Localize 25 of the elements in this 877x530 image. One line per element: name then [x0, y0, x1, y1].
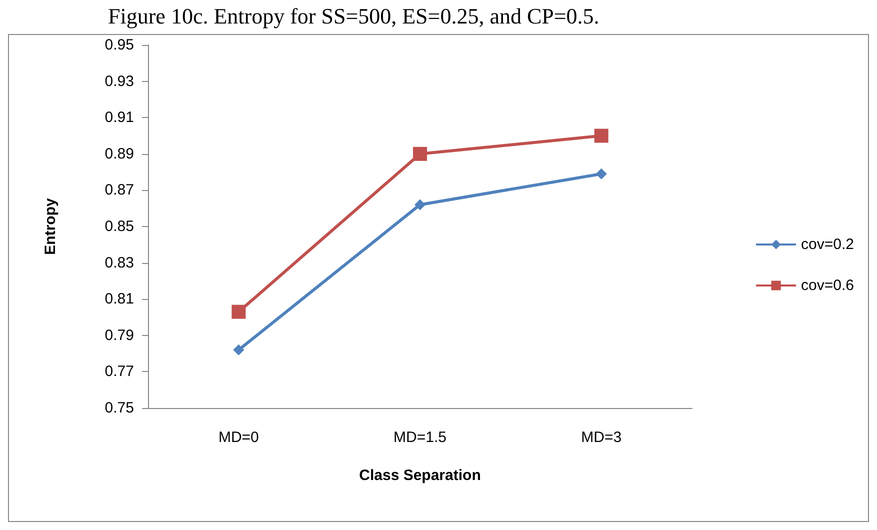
y-tick-label: 0.95: [104, 36, 134, 54]
y-tick-label: 0.85: [104, 218, 134, 235]
legend-label: cov=0.6: [801, 277, 854, 294]
y-tick-label: 0.77: [104, 363, 134, 380]
y-tick-label: 0.87: [104, 182, 134, 199]
y-tick-label: 0.93: [104, 72, 134, 90]
legend-label: cov=0.2: [801, 236, 854, 253]
x-tick-label: MD=3: [581, 429, 622, 446]
point: [233, 344, 244, 356]
x-tick-label: MD=0: [218, 429, 259, 446]
point: [596, 168, 607, 180]
y-tick-label: 0.75: [104, 400, 134, 416]
point: [414, 199, 426, 210]
point: [594, 128, 608, 143]
y-axis-title: Entropy: [42, 198, 59, 255]
x-axis-title: Class Separation: [359, 467, 481, 484]
y-tick-label: 0.81: [104, 290, 134, 308]
y-tick-label: 0.89: [104, 145, 134, 162]
point: [232, 304, 246, 319]
y-tick-label: 0.79: [104, 326, 134, 344]
x-tick-label: MD=1.5: [394, 429, 446, 446]
y-tick-label: 0.91: [104, 109, 134, 126]
y-tick-label: 0.83: [104, 254, 134, 272]
chart-title: Figure 10c. Entropy for SS=500, ES=0.25, and CP=0.5.: [108, 4, 600, 28]
point: [413, 146, 427, 161]
